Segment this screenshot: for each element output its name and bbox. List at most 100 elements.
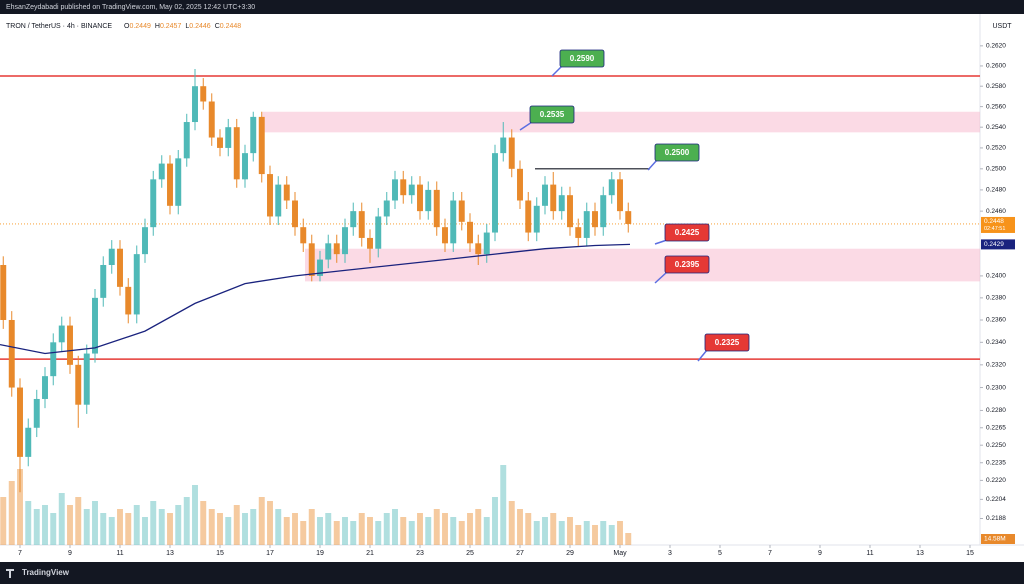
volume-bar <box>292 513 298 545</box>
candle-body <box>367 237 373 249</box>
volume-bar <box>575 525 582 545</box>
volume-bar <box>308 509 315 545</box>
annotation-text: 0.2500 <box>665 148 690 157</box>
volume-bar <box>217 513 223 545</box>
volume-bar <box>0 497 7 545</box>
volume-bar <box>225 517 232 545</box>
candle-body <box>258 116 265 175</box>
x-tick-label: 17 <box>266 550 274 557</box>
candle-body <box>375 216 382 249</box>
y-tick-label: 0.2360 <box>986 317 1006 324</box>
candle-body <box>33 398 40 428</box>
y-tick-label: 0.2400 <box>986 273 1006 280</box>
volume-bar <box>258 497 265 545</box>
zone <box>262 111 980 133</box>
volume-bar <box>108 517 115 545</box>
candle-body <box>67 325 73 365</box>
candle-body <box>250 116 257 154</box>
x-tick-label: 7 <box>768 550 772 557</box>
y-tick-label: 0.2600 <box>986 63 1006 70</box>
volume-bar <box>50 513 57 545</box>
x-tick-label: 27 <box>516 550 524 557</box>
volume-bar <box>483 517 490 545</box>
candle-body <box>108 248 115 265</box>
volume-bar <box>83 509 90 545</box>
candle-body <box>567 195 573 228</box>
x-tick-label: 7 <box>18 550 22 557</box>
legend-value: 0.2449 <box>129 23 151 30</box>
candle-body <box>267 174 273 217</box>
volume-bar <box>583 521 590 545</box>
volume-bar <box>192 485 198 545</box>
candle-body <box>583 211 590 238</box>
candle-body <box>625 211 632 224</box>
candle-body <box>283 184 290 201</box>
candle-body <box>325 243 332 260</box>
volume-bar <box>608 525 615 545</box>
candle-body <box>508 137 515 169</box>
candle-body <box>8 319 15 388</box>
volume-bar <box>500 465 507 545</box>
y-tick-label: 0.2520 <box>986 145 1006 152</box>
y-tick-label: 0.2500 <box>986 166 1006 173</box>
volume-bar <box>533 521 540 545</box>
volume-bar <box>300 521 307 545</box>
volume-bar <box>8 481 15 545</box>
volume-bar <box>242 513 248 545</box>
volume-bar <box>567 517 573 545</box>
x-tick-label: 11 <box>116 550 123 557</box>
candle-body <box>150 179 157 228</box>
x-tick-label: 13 <box>166 550 174 557</box>
volume-bar <box>417 513 423 545</box>
candle-body <box>117 248 123 287</box>
candle-body <box>225 127 232 148</box>
volume-bar <box>492 497 498 545</box>
chart-area <box>0 14 1024 562</box>
candle-body <box>575 227 582 238</box>
legend-key: C <box>215 23 220 30</box>
x-tick-label: 29 <box>566 550 574 557</box>
legend-value: 0.2448 <box>220 23 242 30</box>
volume-bar <box>75 497 82 545</box>
candle-body <box>167 163 173 206</box>
x-tick-label: 19 <box>316 550 324 557</box>
y-tick-label: 0.2480 <box>986 187 1006 194</box>
volume-bar <box>625 533 632 545</box>
annotation-box <box>664 223 710 242</box>
candle-body <box>550 184 557 212</box>
x-tick-label: 9 <box>818 550 822 557</box>
y-tick-label: 0.2580 <box>986 83 1006 90</box>
y-tick-label: 0.2220 <box>986 477 1006 484</box>
volume-bar <box>250 509 257 545</box>
annotation-pointer <box>654 239 668 245</box>
candle-body <box>125 286 132 315</box>
volume-label: 14.58M <box>984 536 1006 543</box>
ma-label: 0.2429 <box>984 241 1004 248</box>
candle-body <box>592 211 598 228</box>
volume-bar <box>350 521 357 545</box>
volume-bar <box>267 501 273 545</box>
x-tick-label: 15 <box>216 550 224 557</box>
volume-bar <box>342 517 348 545</box>
x-tick-label: 25 <box>466 550 474 557</box>
candle-body <box>392 179 398 201</box>
x-tick-label: 13 <box>916 550 924 557</box>
volume-bar <box>233 505 240 545</box>
volume-bar <box>175 505 182 545</box>
volume-bar <box>425 517 432 545</box>
volume-bar <box>117 509 123 545</box>
volume-bar <box>150 501 157 545</box>
candle-body <box>58 325 65 343</box>
y-tick-label: 0.2560 <box>986 103 1006 110</box>
annotation-box <box>704 333 750 352</box>
candle-body <box>558 195 565 212</box>
candle-body <box>525 200 532 233</box>
volume-bar <box>358 513 365 545</box>
x-tick-label: 5 <box>718 550 722 557</box>
legend-key: O <box>124 23 130 30</box>
candle-body <box>42 376 48 399</box>
volume-bar <box>508 501 515 545</box>
volume-bar <box>17 469 23 545</box>
candle-body <box>450 200 457 244</box>
candle-body <box>217 137 223 148</box>
